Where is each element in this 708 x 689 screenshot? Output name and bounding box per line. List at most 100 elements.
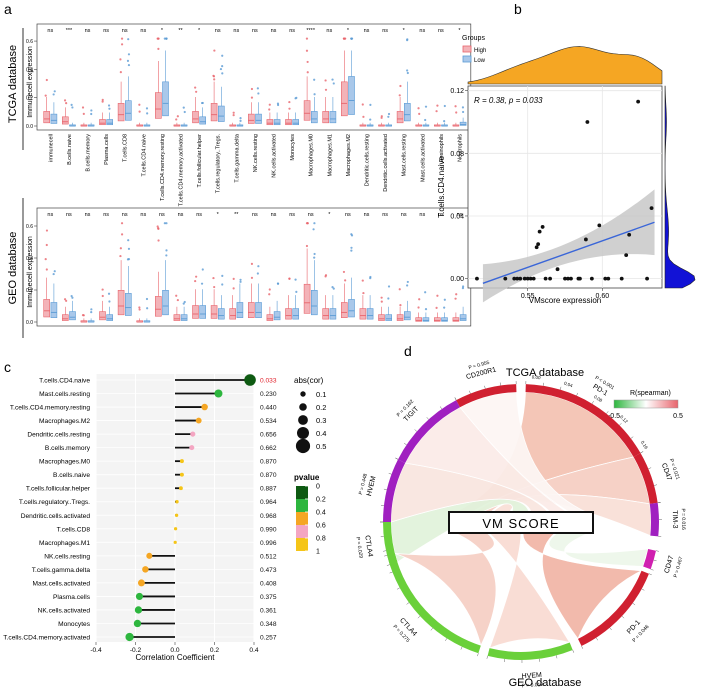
lollipop-dot [175,500,179,504]
lollipop-cell-label: B.cells.memory [45,445,91,452]
box-high [99,119,106,126]
box-low [273,119,281,126]
chord-arc-tick [655,550,659,552]
chord-arc-tim-3 [649,502,660,537]
chord-arc-tick [576,392,579,396]
lollipop-cell-label: NK.cells.activated [38,607,91,614]
box-high [322,111,330,124]
pvalue-legend-title: pvalue [294,473,320,482]
lollipop-ticks: -0.4 -0.2 0.0 0.2 0.4 [90,642,259,654]
significance-label: ns [289,212,295,218]
box-low [199,116,206,125]
box-low [310,111,318,124]
category-label: Mast.cells.activated [420,134,426,182]
size-legend-label: 0.2 [316,403,326,412]
geo-side-label: GEO database [7,232,19,305]
pvalue-legend-segment [296,525,308,538]
significance-label: ns [271,212,277,218]
scatter-point [603,276,608,281]
pvalue-legend-segment [296,486,308,499]
scatter-point [525,276,530,281]
significance-label: ns [140,212,146,218]
chord-arc-tick [581,645,584,649]
box-outlier-low [108,107,111,110]
lollipop-xlabel: Correlation Coefficient [135,653,215,662]
significance-label: ns [382,28,388,34]
size-legend-dot [298,415,308,425]
box-low [125,293,132,316]
chord-top-title: TCGA database [506,367,584,379]
groups-legend-high: High [474,48,486,54]
box-outlier-low [90,112,93,116]
box-high [248,113,255,124]
pvalue-legend: 0 0.2 0.4 0.6 0.8 1 [296,484,326,556]
box-outlier-high [157,37,160,40]
box-outlier-high [342,37,346,40]
box-outlier-low [127,38,130,41]
box-outlier-low [424,308,428,311]
lollipop-pvalue: 0.534 [260,418,277,425]
box-outlier-low [165,254,168,257]
lollipop-pvalue: 0.512 [260,553,277,560]
box-outlier-high [195,90,198,93]
box-high [322,308,330,320]
lollipop-dot [178,486,183,491]
significance-label: ns [345,212,351,218]
box-outlier-high [250,96,254,99]
lollipop-cell-label: NK.cells.resting [44,553,90,560]
box-outlier-high [101,288,104,291]
vmscore-density-top [467,46,663,85]
box-outlier-high [45,268,48,271]
pvalue-legend-label: 1 [316,549,320,556]
box-outlier-low [406,71,409,75]
box-outlier-low [332,287,335,290]
box-outlier-high [305,49,309,52]
vm-score-label: VM SCORE [482,516,559,531]
chord-arc-hvem [383,459,406,522]
box-outlier-high [362,291,365,295]
size-legend-label: 0.3 [316,416,326,425]
lollipop-pvalue: 0.870 [260,459,277,466]
box-outlier-low [256,272,259,275]
box-outlier-low [350,37,353,40]
category-label: T.cells.CD4.memory.resting [160,134,166,201]
significance-label: ns [233,28,239,34]
chord-scale-label: 0.12 [619,414,629,424]
lollipop-cell-label: T.cells.follicular.helper [26,486,91,493]
chord-arc-tick [609,627,612,631]
scatter-point [475,276,479,281]
chord-arc-tick [477,653,479,657]
significance-label: ns [289,28,295,34]
box-outlier-high [380,300,383,303]
boxplot-ytick-label: 0.6 [26,39,33,45]
box-outlier-low [295,290,298,293]
lollipop-pvalue: 0.230 [260,391,277,398]
chord-arc-tick [484,385,486,389]
box-high [43,111,51,124]
chord-arc-tick [632,602,636,606]
box-outlier-low [257,92,260,95]
panel-letter-b: b [514,1,522,17]
chord-arc-tick [383,488,387,491]
chord-arc-tick [621,615,625,619]
boxplot-ytick-label: 0.2 [26,96,33,102]
box-outlier-low [350,233,353,236]
box-outlier-low [127,247,131,250]
chord-arc-tick [460,646,463,650]
box-outlier-high [306,71,309,74]
lollipop-pvalue: 0.033 [260,378,277,385]
significance-label: ns [215,28,221,34]
lollipop-dot [189,445,195,451]
boxplot-ytick-label: 0.2 [26,288,33,294]
lollipop-cell-label: Macrophages.M1 [39,540,90,547]
box-outlier-low [332,82,335,85]
box-outlier-high [175,118,178,121]
box-outlier-low [107,292,111,295]
significance-label: ns [122,28,128,34]
lollipop-cell-label: Dendritic.cells.activated [21,513,91,520]
size-legend-label: 0.4 [316,429,326,438]
scatter-point [619,276,624,281]
chord-arc-hvem [487,642,573,660]
box-high [210,103,218,122]
box-outlier-low [406,284,409,287]
